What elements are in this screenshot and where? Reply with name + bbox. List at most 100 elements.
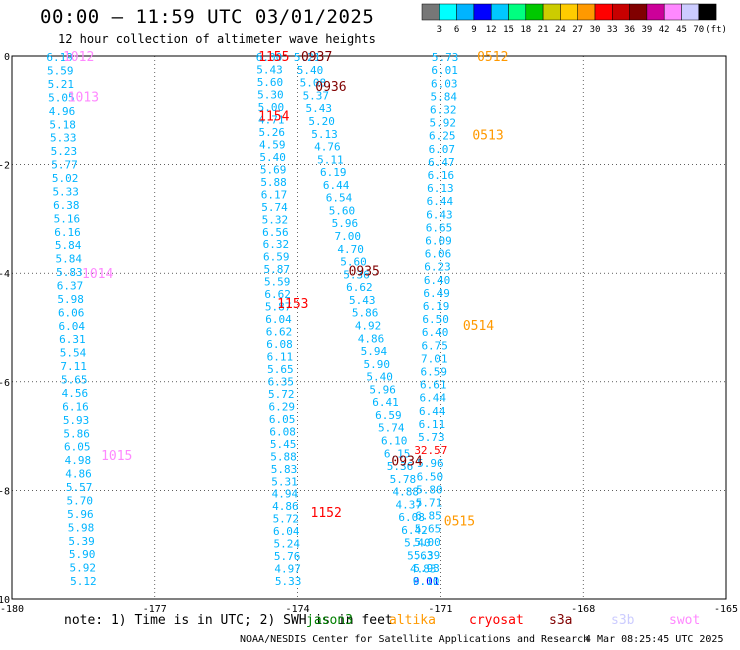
scale-label: 3 — [437, 25, 442, 35]
wave-height-value: 5.18 — [49, 118, 76, 131]
wave-height-value: 5.40 — [404, 537, 431, 550]
y-tick-label: -6 — [0, 378, 10, 389]
y-tick-label: -8 — [0, 486, 10, 497]
wave-height-value: 6.10 — [381, 434, 408, 447]
wave-height-value: 5.43 — [349, 294, 376, 307]
legend-item-jason3: jason3 — [306, 613, 353, 628]
wave-height-value: 6.31 — [59, 333, 86, 346]
wave-height-value: 4.86 — [65, 468, 92, 481]
wave-height-value: 4.96 — [49, 105, 76, 118]
wave-height-value: 6.75 — [421, 339, 448, 352]
pass-time-label: 0515 — [444, 514, 475, 529]
wave-height-value: 5.60 — [257, 76, 284, 89]
wave-height-value: 5.43 — [305, 102, 332, 115]
x-tick-label: -180 — [0, 604, 24, 615]
legend-item-swot: swot — [669, 613, 701, 628]
wave-height-value: 5.87 — [265, 301, 292, 314]
wave-height-value: 5.71 — [416, 496, 443, 509]
wave-height-value: 6.06 — [425, 248, 452, 261]
wave-height-value: 5.33 — [50, 132, 77, 145]
wave-height-value: 6.08 — [398, 511, 425, 524]
wave-height-value: 5.88 — [260, 176, 287, 189]
scale-label: 33 — [607, 25, 618, 35]
wave-height-value: 6.03 — [431, 77, 458, 90]
wave-height-value: 5.08 — [300, 77, 327, 90]
chart-subtitle: 12 hour collection of altimeter wave hei… — [58, 32, 376, 46]
wave-height-value: 6.29 — [268, 400, 295, 413]
wave-height-value: 5.93 — [63, 414, 90, 427]
wave-height-value: 6.44 — [323, 179, 350, 192]
wave-height-value: 5.84 — [55, 239, 82, 252]
scale-label: 6 — [454, 25, 459, 35]
wave-height-value: 6.01 — [431, 64, 458, 77]
pass-time-label: 0935 — [349, 264, 380, 279]
wave-height-value: 5.92 — [70, 562, 97, 575]
wave-height-value: 6.59 — [375, 409, 402, 422]
wave-height-value: 6.44 — [420, 392, 447, 405]
wave-height-value: 6.04 — [265, 313, 292, 326]
x-tick-label: -171 — [428, 604, 452, 615]
wave-height-value: 5.39 — [414, 549, 441, 562]
scale-label: 15 — [503, 25, 514, 35]
wave-height-value: 5.59 — [264, 276, 291, 289]
wave-height-value: 5.32 — [262, 213, 289, 226]
wave-height-value: 5.30 — [257, 89, 284, 102]
scale-label: 70 — [693, 25, 704, 35]
wave-height-value: 6.10 — [413, 575, 440, 588]
wave-height-value: 5.12 — [70, 575, 97, 588]
wave-height-value: 5.33 — [275, 575, 302, 588]
wave-height-value: 5.88 — [270, 450, 297, 463]
wave-height-value: 5.40 — [366, 371, 393, 384]
wave-height-value: 5.90 — [364, 358, 391, 371]
wave-height-value: 6.05 — [64, 441, 91, 454]
wave-height-value: 5.00 — [258, 101, 285, 114]
wave-height-value: 5.40 — [297, 64, 324, 77]
wave-height-value: 6.62 — [266, 326, 293, 339]
wave-height-value: 6.43 — [426, 208, 453, 221]
pass-time-label: 1152 — [311, 506, 342, 521]
wave-height-value: 4.37 — [395, 498, 422, 511]
wave-height-value: 5.57 — [66, 481, 93, 494]
wave-height-value: 6.56 — [262, 226, 289, 239]
wave-height-value: 6.11 — [419, 418, 446, 431]
wave-height-value: 6.25 — [429, 130, 456, 143]
wave-height-value: 6.16 — [54, 226, 81, 239]
x-tick-label: -174 — [286, 604, 310, 615]
wave-height-value: 7.11 — [60, 360, 87, 373]
scale-label: 18 — [520, 25, 531, 35]
wave-height-value: 6.40 — [424, 274, 451, 287]
wave-height-value: 6.32 — [263, 238, 290, 251]
y-tick-label: -2 — [0, 161, 10, 172]
satellite-legend: jason3 altika cryosat s3a s3b swot — [0, 613, 740, 631]
chart-title: 00:00 – 11:59 UTC 03/01/2025 — [40, 6, 375, 28]
wave-height-value: 6.50 — [417, 470, 444, 483]
legend-item-altika: altika — [389, 613, 436, 628]
wave-height-value: 6.41 — [372, 396, 399, 409]
wave-height-value: 5.23 — [51, 145, 78, 158]
x-tick-label: -168 — [571, 604, 595, 615]
wave-height-value: 6.59 — [263, 251, 290, 264]
wave-height-value: 6.04 — [59, 320, 86, 333]
wave-height-value: 5.69 — [260, 163, 287, 176]
wave-height-value: 5.86 — [63, 427, 90, 440]
wave-height-value: 4.94 — [272, 488, 299, 501]
wave-height-value: 5.24 — [273, 538, 300, 551]
wave-height-value: 6.65 — [426, 221, 453, 234]
legend-item-s3a: s3a — [549, 613, 573, 628]
x-tick-label: -177 — [143, 604, 167, 615]
pass-time-label: 0936 — [315, 80, 346, 95]
scale-label: 27 — [572, 25, 583, 35]
wave-height-value: 5.63 — [407, 550, 434, 563]
wave-height-value: 4.97 — [274, 563, 301, 576]
wave-height-value: 6.44 — [419, 405, 446, 418]
scale-label: (ft) — [705, 25, 727, 35]
wave-height-value: 6.85 — [415, 510, 442, 523]
legend-item-cryosat: cryosat — [469, 613, 524, 628]
wave-height-value: 5.21 — [48, 78, 75, 91]
wave-height-value: 5.96 — [67, 508, 94, 521]
wave-height-value: 4.71 — [258, 113, 285, 126]
wave-height-value: 6.06 — [58, 306, 85, 319]
wave-height-value: 4.83 — [410, 562, 437, 575]
wave-height-value: 5.11 — [317, 153, 344, 166]
wave-height-value: 4.86 — [358, 332, 385, 345]
